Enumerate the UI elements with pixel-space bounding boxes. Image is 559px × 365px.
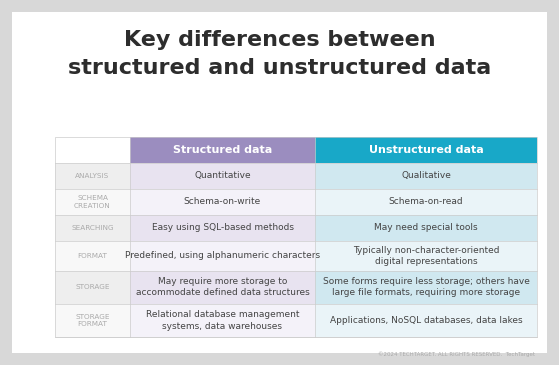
FancyBboxPatch shape (130, 163, 315, 189)
Text: Quantitative: Quantitative (194, 172, 251, 180)
Text: May need special tools: May need special tools (374, 223, 478, 233)
FancyBboxPatch shape (130, 137, 315, 163)
FancyBboxPatch shape (55, 241, 130, 271)
Text: Unstructured data: Unstructured data (368, 145, 484, 155)
Text: STORAGE: STORAGE (75, 284, 110, 291)
FancyBboxPatch shape (55, 215, 130, 241)
Text: Easy using SQL-based methods: Easy using SQL-based methods (151, 223, 293, 233)
Text: structured and unstructured data: structured and unstructured data (68, 58, 491, 78)
FancyBboxPatch shape (130, 271, 315, 304)
Text: Predefined, using alphanumeric characters: Predefined, using alphanumeric character… (125, 251, 320, 260)
FancyBboxPatch shape (12, 12, 547, 353)
Text: Typically non-character-oriented
digital representations: Typically non-character-oriented digital… (353, 246, 499, 266)
Text: Schema-on-read: Schema-on-read (389, 197, 463, 207)
FancyBboxPatch shape (55, 163, 130, 189)
Text: FORMAT: FORMAT (78, 253, 107, 259)
Text: Applications, NoSQL databases, data lakes: Applications, NoSQL databases, data lake… (330, 316, 522, 325)
Text: Structured data: Structured data (173, 145, 272, 155)
Text: May require more storage to
accommodate defined data structures: May require more storage to accommodate … (136, 277, 309, 297)
Text: ©2024 TECHTARGET. ALL RIGHTS RESERVED.  TechTarget: ©2024 TECHTARGET. ALL RIGHTS RESERVED. T… (378, 351, 535, 357)
FancyBboxPatch shape (55, 271, 130, 304)
FancyBboxPatch shape (55, 137, 537, 337)
FancyBboxPatch shape (315, 241, 537, 271)
FancyBboxPatch shape (55, 304, 130, 337)
FancyBboxPatch shape (315, 215, 537, 241)
FancyBboxPatch shape (315, 163, 537, 189)
FancyBboxPatch shape (315, 137, 537, 163)
Text: ANALYSIS: ANALYSIS (75, 173, 110, 179)
Text: SCHEMA
CREATION: SCHEMA CREATION (74, 195, 111, 209)
Text: Relational database management
systems, data warehouses: Relational database management systems, … (146, 310, 299, 331)
Text: Qualitative: Qualitative (401, 172, 451, 180)
Text: Key differences between: Key differences between (124, 30, 435, 50)
Text: Some forms require less storage; others have
large file formats, requiring more : Some forms require less storage; others … (323, 277, 529, 297)
Text: Schema-on-write: Schema-on-write (184, 197, 261, 207)
FancyBboxPatch shape (55, 189, 130, 215)
FancyBboxPatch shape (315, 271, 537, 304)
Text: SEARCHING: SEARCHING (71, 225, 114, 231)
FancyBboxPatch shape (130, 304, 315, 337)
FancyBboxPatch shape (130, 215, 315, 241)
Text: STORAGE
FORMAT: STORAGE FORMAT (75, 314, 110, 327)
FancyBboxPatch shape (130, 189, 315, 215)
FancyBboxPatch shape (315, 189, 537, 215)
FancyBboxPatch shape (130, 241, 315, 271)
FancyBboxPatch shape (315, 304, 537, 337)
